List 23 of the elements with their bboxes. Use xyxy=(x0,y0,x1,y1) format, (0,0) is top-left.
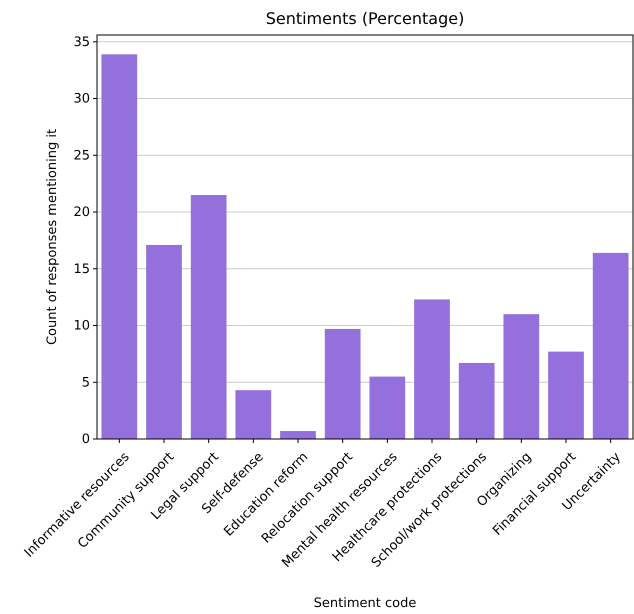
y-axis-title: Count of responses mentioning it xyxy=(45,128,60,346)
y-tick-label: 20 xyxy=(73,205,90,220)
bar xyxy=(190,195,227,439)
y-tick-label: 15 xyxy=(73,262,90,277)
bar xyxy=(324,328,361,439)
y-tick-label: 30 xyxy=(73,92,90,107)
y-tick-label: 5 xyxy=(82,375,90,390)
bar xyxy=(548,352,584,439)
bar xyxy=(101,54,138,439)
bar xyxy=(369,376,406,439)
x-axis-title: Sentiment code xyxy=(314,596,416,611)
y-tick-label: 10 xyxy=(73,318,90,334)
chart-title: Sentiments (Percentage) xyxy=(266,9,464,28)
bar xyxy=(458,362,495,439)
bar xyxy=(592,252,629,439)
bar xyxy=(146,244,182,439)
y-tick-label: 35 xyxy=(73,34,90,50)
bar xyxy=(414,299,450,439)
bar xyxy=(503,314,540,439)
bar xyxy=(235,390,272,439)
y-tick-label: 0 xyxy=(82,432,90,448)
bar xyxy=(280,431,316,439)
y-tick-label: 25 xyxy=(73,148,90,164)
